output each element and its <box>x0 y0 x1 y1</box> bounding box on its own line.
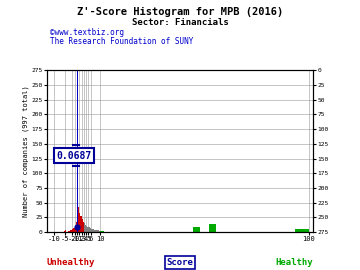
Bar <box>83 222 84 232</box>
Bar <box>64 231 65 232</box>
Text: Unhealthy: Unhealthy <box>47 258 95 267</box>
Text: 0.0687: 0.0687 <box>57 151 92 161</box>
Text: Score: Score <box>167 258 193 267</box>
Bar <box>70 230 71 232</box>
Bar <box>91 229 92 232</box>
Text: Z'-Score Histogram for MPB (2016): Z'-Score Histogram for MPB (2016) <box>77 7 283 17</box>
Bar <box>95 230 96 232</box>
Bar <box>65 230 67 232</box>
Text: Sector: Financials: Sector: Financials <box>132 18 228 26</box>
Bar <box>78 207 79 232</box>
Bar <box>68 231 69 232</box>
Bar <box>101 231 102 232</box>
Bar <box>75 226 76 232</box>
Bar <box>77 70 78 232</box>
Bar <box>82 219 83 232</box>
Bar <box>92 229 93 232</box>
Y-axis label: Number of companies (997 total): Number of companies (997 total) <box>22 85 28 217</box>
Bar <box>89 228 90 232</box>
Bar <box>73 228 75 232</box>
Bar <box>99 231 100 232</box>
Bar <box>72 229 73 232</box>
Bar <box>193 228 200 232</box>
Bar <box>87 227 89 232</box>
Bar <box>76 222 77 232</box>
Bar <box>80 216 82 232</box>
Bar <box>94 230 95 232</box>
Text: ©www.textbiz.org: ©www.textbiz.org <box>50 28 125 37</box>
Bar <box>84 223 85 232</box>
Bar <box>102 231 104 232</box>
Bar <box>90 228 91 232</box>
Bar <box>93 229 94 232</box>
Bar <box>86 226 87 232</box>
Text: The Research Foundation of SUNY: The Research Foundation of SUNY <box>50 37 194 46</box>
Bar <box>96 230 98 232</box>
Bar <box>209 224 216 232</box>
Bar <box>295 229 309 232</box>
Bar <box>79 213 80 232</box>
Text: Healthy: Healthy <box>275 258 313 267</box>
Bar <box>98 230 99 232</box>
Bar <box>85 225 86 232</box>
Bar <box>100 231 101 232</box>
Bar <box>71 230 72 232</box>
Bar <box>69 231 70 232</box>
